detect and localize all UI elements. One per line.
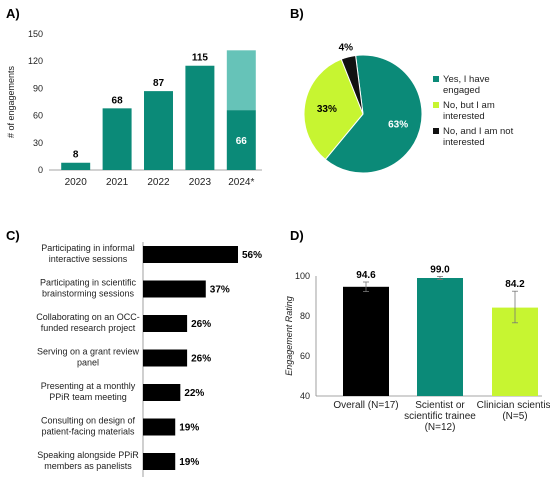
panel-c-category-label: members as panelists [44,461,132,471]
panel-a-x-tick: 2024* [228,177,254,188]
panel-d-bar [343,286,389,396]
panel-a-data-label: 87 [153,78,165,89]
panel-d-data-label: 84.2 [505,279,525,290]
panel-c-data-label: 37% [210,285,230,296]
panel-d-letter: D) [290,228,304,243]
panel-c-category-label: Speaking alongside PPiR [37,450,139,460]
panel-c-data-label: 26% [191,354,211,365]
panel-d-y-tick: 80 [300,311,310,321]
panel-a-y-tick: 150 [28,29,43,39]
panel-a-data-label: 68 [112,95,124,106]
panel-a-bar [144,91,173,170]
panel-a-letter: A) [6,6,20,21]
panel-c-bar [143,349,188,367]
panel-c-bar [143,246,238,263]
panel-c-data-label: 26% [191,319,211,330]
panel-b-slice-label: 63% [388,120,408,131]
panel-c-category-label: Presenting at a monthly [41,381,136,391]
panel-a-data-label: 66 [236,136,248,147]
panel-a-bar [102,108,132,170]
panel-c-category-label: Consulting on design of [41,416,136,426]
panel-c-data-label: 19% [179,423,199,434]
panel-d-y-tick: 40 [300,391,310,401]
panel-c-category-label: PPiR team meeting [49,392,127,402]
panel-a-x-tick: 2020 [65,177,88,188]
panel-d-y-tick: 100 [295,271,310,281]
panel-a-projected-bar [226,50,256,111]
panel-a-bar [185,65,215,170]
panel-d-x-tick: (N=12) [425,422,456,433]
panel-c-bar [143,315,188,332]
panel-d-y-tick: 60 [300,351,310,361]
panel-b-pie-chart: B) 63% 33% 4% Yes, I have engaged No, but I a… [290,6,514,174]
panel-c-letter: C) [6,228,20,243]
panel-a-y-axis-title: # of engagements [6,65,16,138]
panel-a-x-tick: 2022 [147,177,170,188]
panel-d-x-tick: Clinician scientist [477,400,550,411]
panel-a-y-tick: 120 [28,56,43,66]
panel-d-bar-chart: D) Engagement Rating 40 60 80 100 94.6 Overal… [284,228,550,433]
panel-c-category-label: Participating in informal [41,243,135,253]
panel-b-slice-label: 4% [339,43,354,54]
panel-c-category-label: Serving on a grant review [37,347,140,357]
panel-a-x-tick: 2021 [106,177,129,188]
panel-c-bar [143,280,206,298]
panel-d-bar [417,278,463,396]
panel-a-x-tick: 2023 [189,177,212,188]
panel-b-legend-label: No, but I am interested [443,100,495,122]
panel-b-legend-label: Yes, I have engaged [443,74,490,96]
panel-c-horizontal-bar-chart: C) 56% Participating in informalinteracti… [6,228,262,477]
panel-d-x-tick: Overall (N=17) [333,400,398,411]
panel-a-data-label: 115 [192,53,209,64]
panel-b-pie-slice [340,54,364,115]
panel-d-y-axis-title: Engagement Rating [284,296,294,376]
panel-c-data-label: 56% [242,250,262,261]
panel-a-bar-chart: A) # of engagements 0 30 60 90 120 150 8 2020 68… [6,6,262,188]
panel-d-x-tick: Scientist or [415,400,465,411]
panel-d-data-label: 99.0 [430,264,450,275]
panel-c-data-label: 22% [184,388,204,399]
panel-c-data-label: 19% [179,457,199,468]
panel-a-data-label: 8 [73,150,79,161]
panel-c-category-label: Collaborating on an OCC- [36,312,140,322]
panel-c-bar [143,453,176,470]
panel-a-y-tick: 30 [33,138,43,148]
panel-c-category-label: patient-facing materials [41,427,135,437]
panel-b-legend-swatch [433,76,439,82]
panel-a-y-tick: 60 [33,111,43,121]
panel-c-bar [143,384,181,401]
panel-d-x-tick: scientific trainee [404,411,476,422]
panel-c-category-label: funded research project [41,323,136,333]
panel-d-x-tick: (N=5) [502,411,527,422]
panel-a-bar [61,162,91,170]
panel-b-legend-swatch [433,128,439,134]
panel-b-legend-label: No, and I am not interested [443,126,514,148]
panel-a-y-tick: 90 [33,83,43,93]
panel-c-bar [143,418,176,436]
panel-c-category-label: brainstorming sessions [42,289,135,299]
panel-a-bar [226,110,256,170]
panel-b-letter: B) [290,6,304,21]
panel-d-data-label: 94.6 [356,270,376,281]
panel-b-legend-swatch [433,102,439,108]
panel-c-category-label: Participating in scientific [40,278,137,288]
panel-c-category-label: interactive sessions [49,254,128,264]
panel-a-y-tick: 0 [38,165,43,175]
panel-b-slice-label: 33% [317,104,337,115]
panel-b-pie-slice [303,58,364,161]
panel-b-pie-slice [324,54,423,174]
panel-c-category-label: panel [77,358,99,368]
